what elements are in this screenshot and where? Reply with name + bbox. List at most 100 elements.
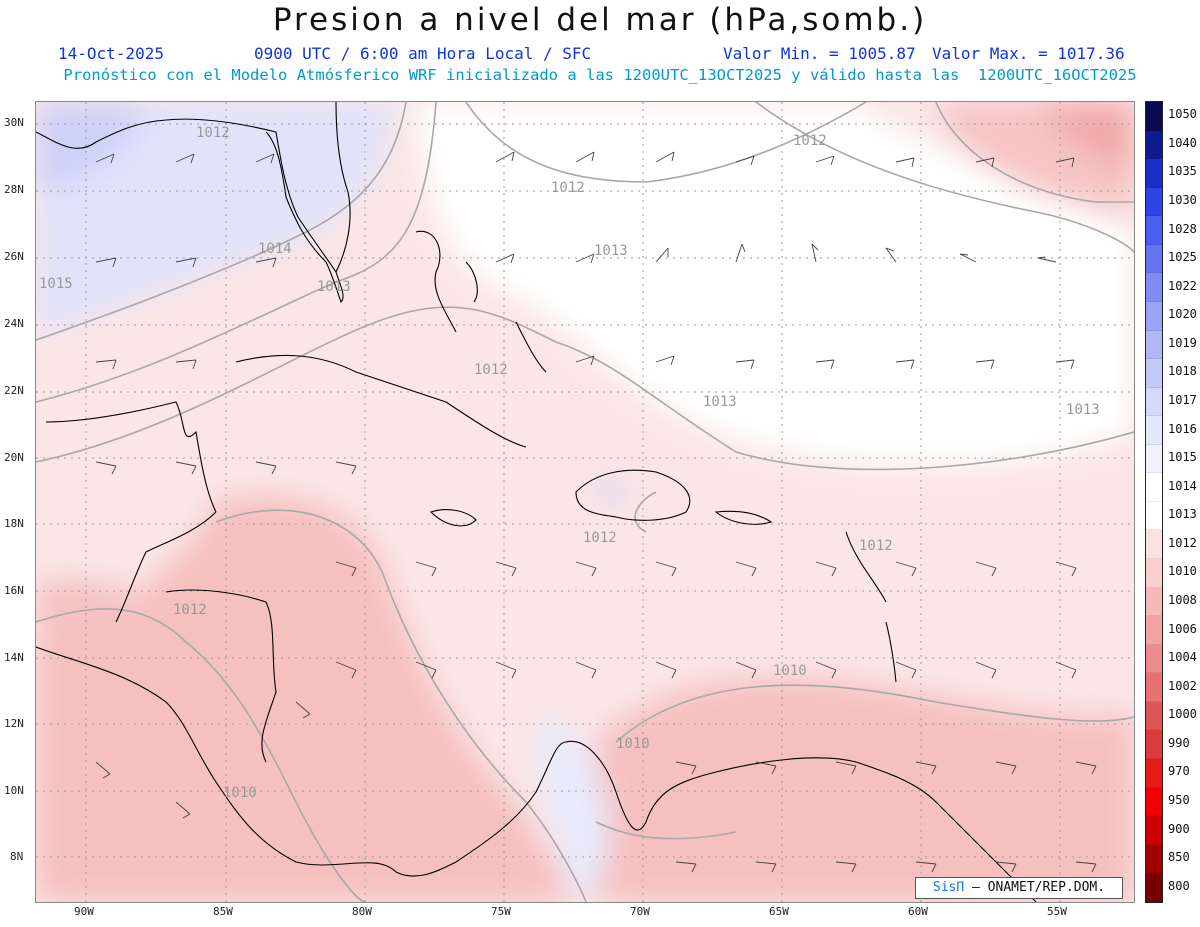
colorbar-segment — [1146, 416, 1162, 445]
colorbar-label: 1017 — [1168, 393, 1197, 407]
contour-label: 1015 — [39, 276, 73, 292]
colorbar-segment — [1146, 701, 1162, 731]
contour-label: 1012 — [474, 362, 508, 378]
colorbar-label: 1040 — [1168, 135, 1197, 150]
colorbar-label: 1019 — [1168, 335, 1197, 350]
contour-label: 1013 — [1066, 402, 1100, 418]
colorbar — [1145, 101, 1163, 903]
colorbar-segment — [1146, 473, 1162, 502]
contour-label: 1012 — [551, 180, 585, 196]
map-title: Presion a nivel del mar (hPa,somb.) — [272, 2, 928, 38]
contour-label: 1013 — [703, 394, 737, 410]
colorbar-label: 1016 — [1168, 421, 1197, 436]
colorbar-segment — [1146, 244, 1162, 274]
colorbar-segment — [1146, 501, 1162, 531]
lat-label: 16N — [4, 584, 24, 597]
colorbar-label: 1022 — [1168, 278, 1197, 293]
colorbar-segment — [1146, 616, 1162, 645]
colorbar-segment — [1146, 730, 1162, 759]
colorbar-label: 1025 — [1168, 250, 1197, 265]
colorbar-label: 1000 — [1168, 707, 1197, 722]
colorbar-label: 850 — [1168, 850, 1190, 865]
contour-label: 1012 — [793, 133, 827, 149]
colorbar-segment — [1146, 559, 1162, 588]
colorbar-label: 950 — [1168, 793, 1190, 807]
colorbar-segment — [1146, 758, 1162, 788]
colorbar-segment — [1146, 387, 1162, 417]
map-canvas: 1012 1012 1012 1013 1014 1015 1013 1012 … — [36, 102, 1134, 902]
colorbar-label: 1018 — [1168, 364, 1197, 379]
colorbar-segment — [1146, 844, 1162, 874]
lon-label: 90W — [74, 905, 94, 918]
contour-label: 1012 — [859, 538, 893, 554]
lat-label: 10N — [4, 784, 24, 797]
colorbar-label: 1013 — [1168, 507, 1197, 522]
colorbar-label: 1008 — [1168, 593, 1197, 607]
colorbar-segment — [1146, 273, 1162, 302]
contour-label: 1010 — [223, 785, 257, 801]
colorbar-segment — [1146, 873, 1162, 902]
colorbar-segment — [1146, 587, 1162, 617]
model-info: Pronóstico con el Modelo Atmósferico WRF… — [63, 66, 1137, 84]
isobars — [36, 102, 1134, 902]
credit-box: SisΠ – ONAMET/REP.DOM. — [915, 877, 1123, 899]
colorbar-label: 1028 — [1168, 221, 1197, 236]
colorbar-label: 900 — [1168, 821, 1190, 836]
colorbar-label: 1010 — [1168, 564, 1197, 579]
colorbar-segment — [1146, 159, 1162, 188]
contour-label: 1012 — [196, 125, 230, 141]
credit-text: – ONAMET/REP.DOM. — [972, 880, 1106, 895]
colorbar-label: 1014 — [1168, 478, 1197, 493]
colorbar-segment — [1146, 359, 1162, 388]
coastlines — [36, 102, 1037, 902]
lat-label: 26N — [4, 250, 24, 263]
lat-label: 14N — [4, 651, 24, 664]
lon-label: 85W — [213, 905, 233, 918]
contour-label: 1012 — [173, 602, 207, 618]
colorbar-segment — [1146, 530, 1162, 559]
colorbar-segment — [1146, 301, 1162, 331]
lon-label: 70W — [630, 905, 650, 918]
colorbar-segment — [1146, 130, 1162, 160]
colorbar-label: 1035 — [1168, 164, 1197, 179]
contour-label: 1013 — [594, 243, 628, 259]
lat-label: 24N — [4, 317, 24, 330]
colorbar-label: 1006 — [1168, 621, 1197, 636]
colorbar-segment — [1146, 187, 1162, 217]
colorbar-segment — [1146, 816, 1162, 845]
lat-label: 22N — [4, 384, 24, 397]
contour-label: 1014 — [258, 241, 292, 257]
forecast-time: 0900 UTC / 6:00 am Hora Local / SFC — [254, 44, 592, 63]
lon-label: 80W — [352, 905, 372, 918]
lat-label: 28N — [4, 183, 24, 196]
colorbar-label: 1012 — [1168, 535, 1197, 550]
colorbar-label: 970 — [1168, 764, 1190, 779]
pressure-map: 1012 1012 1012 1013 1014 1015 1013 1012 … — [35, 101, 1135, 903]
colorbar-label: 800 — [1168, 878, 1190, 893]
graticule — [36, 102, 1134, 902]
colorbar-segment — [1146, 644, 1162, 674]
lat-label: 18N — [4, 517, 24, 530]
lat-label: 8N — [10, 850, 24, 863]
colorbar-segment — [1146, 787, 1162, 817]
colorbar-label: 1015 — [1168, 450, 1197, 465]
contour-label: 1012 — [583, 530, 617, 546]
min-value: Valor Min. = 1005.87 — [723, 44, 916, 63]
colorbar-label: 1020 — [1168, 307, 1197, 322]
lon-label: 55W — [1047, 905, 1067, 918]
max-value: Valor Max. = 1017.36 — [932, 44, 1125, 63]
colorbar-label: 990 — [1168, 735, 1190, 750]
wind-barbs — [95, 151, 1097, 873]
colorbar-segment — [1146, 444, 1162, 474]
lon-label: 65W — [769, 905, 789, 918]
lon-label: 75W — [491, 905, 511, 918]
colorbar-label: 1004 — [1168, 650, 1197, 665]
lat-label: 30N — [4, 116, 24, 129]
colorbar-segment — [1146, 216, 1162, 245]
contour-label: 1010 — [773, 663, 807, 679]
lon-label: 60W — [908, 905, 928, 918]
credit-brand: SisΠ — [932, 880, 965, 895]
contour-label: 1013 — [317, 279, 351, 295]
colorbar-label: 1050 — [1168, 107, 1197, 122]
forecast-date: 14-Oct-2025 — [58, 44, 164, 63]
